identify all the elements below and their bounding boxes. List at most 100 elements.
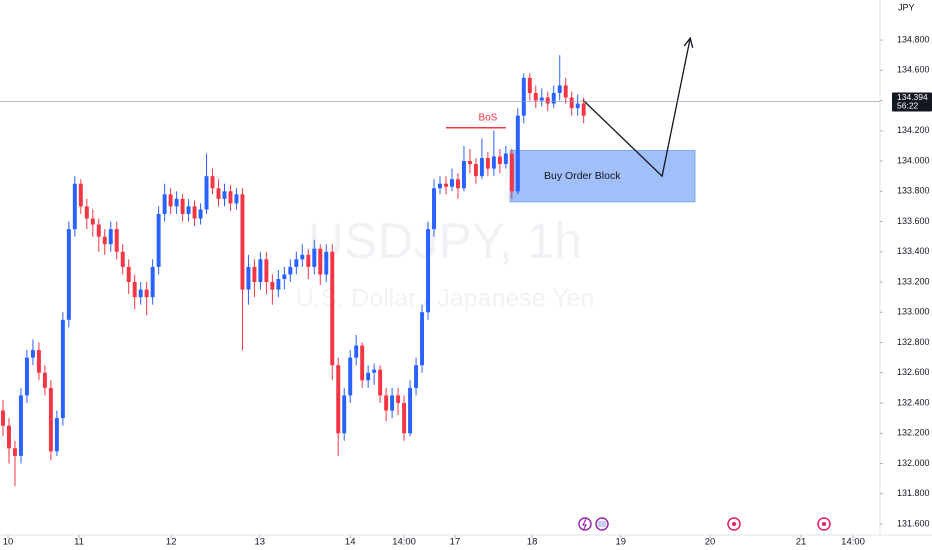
y-tick-label: 134.000 — [897, 155, 930, 165]
x-tick-label: 14:00 — [841, 537, 865, 548]
y-tick-label: 134.800 — [897, 34, 930, 44]
candles — [1, 55, 586, 487]
candle-body — [126, 266, 131, 283]
candle-body — [204, 176, 209, 210]
x-tick-label: 14 — [345, 537, 356, 548]
candle-body — [503, 153, 508, 165]
candle-body — [312, 248, 317, 267]
event-icon-glyph — [822, 522, 826, 526]
candle-body — [408, 387, 413, 434]
candle-body — [102, 236, 107, 245]
y-tick-label: 133.200 — [897, 276, 930, 286]
projection-path — [582, 37, 691, 178]
candle-body — [198, 209, 203, 219]
y-tick-label: 134.600 — [897, 65, 930, 75]
candle-body — [539, 97, 544, 101]
event-icon-glyph — [732, 522, 736, 526]
bos-label: BoS — [478, 112, 497, 123]
watermark: USDJPY, 1h U.S. Dollar / Japanese Yen — [296, 213, 595, 312]
last-price-box — [892, 92, 932, 112]
candle-body — [372, 369, 377, 373]
candle-body — [12, 448, 17, 456]
candle-body — [7, 425, 11, 449]
candle-body — [330, 251, 335, 366]
y-tick-label: 132.800 — [897, 337, 930, 347]
candle-body — [533, 92, 538, 101]
candle-body — [360, 345, 365, 381]
y-tick-label: 133.600 — [897, 216, 930, 226]
candle-body — [575, 103, 580, 109]
arrow-head — [683, 36, 694, 48]
candle-body — [168, 194, 173, 207]
candle-body — [569, 97, 574, 109]
candle-body — [527, 77, 532, 93]
candle-body — [354, 345, 359, 358]
candle-body — [48, 387, 53, 452]
candle-body — [84, 206, 89, 219]
candle-body — [491, 156, 496, 169]
candle-body — [90, 218, 95, 225]
y-tick-label: 132.400 — [897, 397, 930, 407]
x-tick-label: 18 — [527, 537, 538, 548]
candle-body — [78, 183, 83, 207]
candle-body — [581, 103, 586, 116]
x-tick-label: 10 — [3, 537, 14, 548]
candle-body — [42, 372, 47, 388]
candle-body — [228, 191, 233, 204]
candle-body — [138, 289, 143, 298]
x-tick-label: 19 — [616, 537, 627, 548]
x-tick-label: 11 — [74, 537, 84, 548]
y-tick-label: 131.600 — [897, 518, 930, 528]
y-tick-label: 133.000 — [897, 307, 930, 317]
candle-body — [557, 85, 562, 93]
y-tick-label: 132.000 — [897, 458, 930, 468]
event-icon — [578, 517, 592, 531]
x-tick-label: 20 — [705, 537, 716, 548]
y-tick-label: 132.600 — [897, 367, 930, 377]
x-tick-label: 21 — [796, 537, 807, 548]
candle-body — [438, 183, 442, 189]
candle-body — [174, 198, 179, 207]
candle-body — [234, 194, 239, 204]
candle-body — [420, 312, 425, 366]
candle-body — [60, 319, 65, 419]
candle-body — [449, 179, 454, 187]
candle-body — [270, 282, 275, 290]
candle-body — [180, 198, 185, 214]
candle-body — [66, 229, 71, 320]
candle-body — [114, 229, 119, 252]
candle-body — [521, 77, 526, 116]
x-tick-label: 17 — [450, 537, 461, 548]
candle-body — [551, 92, 556, 104]
candle-body — [509, 153, 514, 192]
y-tick-label: 133.800 — [897, 186, 930, 196]
watermark-title: USDJPY, 1h — [308, 213, 582, 269]
x-tick-label: 13 — [255, 537, 266, 548]
candle-body — [545, 97, 550, 104]
candle-body — [222, 191, 227, 199]
candle-body — [455, 179, 460, 189]
candle-body — [444, 183, 448, 187]
candle-body — [18, 395, 23, 456]
candle-body — [36, 350, 41, 373]
candle-body — [24, 357, 29, 396]
candle-body — [461, 161, 466, 189]
y-tick-label: 134.200 — [897, 125, 930, 135]
candle-body — [384, 395, 389, 411]
event-icon-glyph — [598, 521, 606, 527]
y-tick-label: 132.200 — [897, 428, 930, 438]
candle-body — [366, 372, 371, 381]
event-icons — [578, 517, 831, 531]
candle-body — [497, 156, 502, 165]
candle-body — [54, 418, 59, 452]
countdown-label: 56:22 — [897, 101, 919, 111]
candle-body — [306, 254, 311, 267]
x-tick-label: 12 — [166, 537, 177, 548]
candle-body — [162, 194, 167, 214]
candle-body — [288, 266, 293, 275]
event-icon-glyph — [582, 518, 587, 530]
candle-body — [396, 395, 401, 403]
candle-body — [479, 158, 484, 177]
candle-body — [216, 188, 221, 199]
candle-body — [192, 206, 197, 219]
